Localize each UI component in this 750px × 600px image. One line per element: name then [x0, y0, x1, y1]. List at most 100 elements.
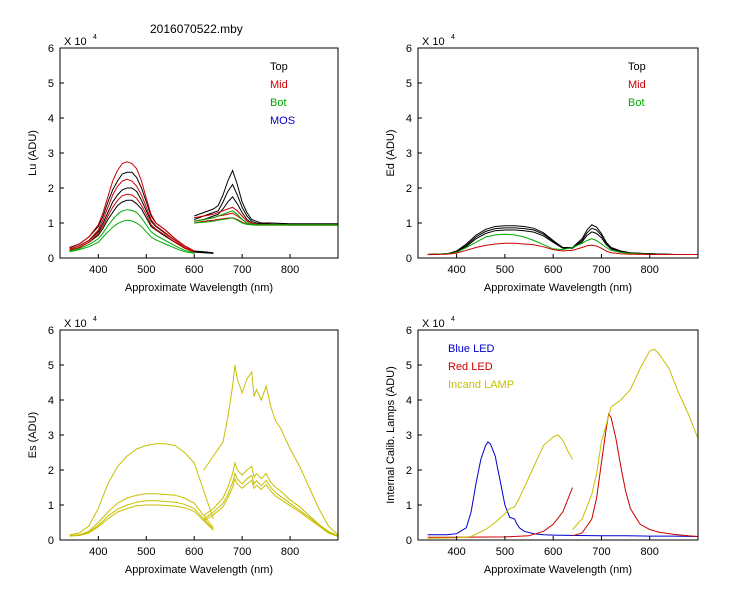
series-line-top: [194, 169, 338, 225]
axis-multiplier-exponent: 4: [93, 34, 97, 41]
legend-entry-mos: MOS: [270, 115, 295, 127]
series-line-incand-lamp: [572, 348, 698, 530]
y-tick-label: 0: [48, 535, 54, 547]
x-tick-label: 400: [89, 264, 107, 276]
series-line-es-4: [203, 477, 338, 537]
y-tick-label: 1: [406, 500, 412, 512]
y-tick-label: 1: [406, 218, 412, 230]
x-tick-label: 400: [447, 264, 465, 276]
x-tick-label: 400: [89, 546, 107, 558]
axis-multiplier-exponent: 4: [93, 316, 97, 323]
y-tick-label: 1: [48, 218, 54, 230]
series-line-bot: [194, 217, 338, 226]
series-line-top: [427, 229, 698, 255]
series-line-mid: [194, 206, 338, 226]
y-tick-label: 6: [48, 43, 54, 55]
legend-entry-bot: Bot: [270, 97, 287, 109]
x-axis-label: Approximate Wavelength (nm): [125, 564, 273, 576]
x-tick-label: 600: [544, 264, 562, 276]
chart-panel-bottom-right: 400 500 600 700 800 0 1 2 3 4 5 6 X 10 4 Approximate W…: [385, 316, 699, 576]
series-group: [427, 348, 698, 539]
y-tick-label: 1: [48, 500, 54, 512]
series-group: [69, 364, 338, 537]
axis-multiplier: X 10: [422, 36, 445, 48]
y-tick-label: 5: [48, 78, 54, 90]
y-tick-label: 6: [406, 43, 412, 55]
y-axis-label: Lu (ADU): [27, 130, 39, 176]
y-tick-label: 4: [406, 113, 412, 125]
x-tick-label: 700: [592, 546, 610, 558]
x-tick-label: 700: [592, 264, 610, 276]
x-tick-label: 700: [233, 546, 251, 558]
axis-multiplier-exponent: 4: [451, 34, 455, 41]
x-axis-label: Approximate Wavelength (nm): [484, 282, 632, 294]
x-tick-label: 400: [447, 546, 465, 558]
y-tick-label: 6: [406, 325, 412, 337]
axis-multiplier: X 10: [64, 318, 87, 330]
series-line-es-3: [203, 472, 338, 537]
figure-title: 2016070522.mby: [150, 22, 243, 36]
y-tick-label: 5: [406, 78, 412, 90]
chart-panel-top-right: 400 500 600 700 800 0 1 2 3 4 5 6 X 10 4 Approximate W…: [385, 34, 699, 294]
legend-entry-red-led: Red LED: [448, 361, 493, 373]
series-line-es-2: [203, 461, 338, 537]
x-tick-label: 800: [641, 264, 659, 276]
x-axis-label: Approximate Wavelength (nm): [484, 564, 632, 576]
legend-entry-top: Top: [628, 61, 646, 73]
series-line-red-led: [427, 487, 573, 538]
legend-entry-bot: Bot: [628, 97, 645, 109]
y-tick-label: 6: [48, 325, 54, 337]
legend-entry-mid: Mid: [628, 79, 646, 91]
axis-multiplier-exponent: 4: [451, 316, 455, 323]
x-tick-label: 700: [233, 264, 251, 276]
y-tick-label: 2: [406, 183, 412, 195]
legend-entry-mid: Mid: [270, 79, 288, 91]
x-tick-label: 600: [544, 546, 562, 558]
chart-panel-bottom-left: 400 500 600 700 800 0 1 2 3 4 5 6 X 10 4 Approximate W…: [27, 316, 339, 576]
series-line-blue-led: [427, 441, 698, 537]
series-line-bot: [69, 209, 195, 254]
x-tick-label: 800: [641, 546, 659, 558]
x-tick-label: 800: [281, 546, 299, 558]
y-tick-label: 5: [48, 360, 54, 372]
y-axis-label: Es (ADU): [27, 412, 39, 458]
series-group: [69, 161, 338, 254]
series-line-mid: [427, 242, 698, 255]
y-tick-label: 0: [406, 535, 412, 547]
series-line-bot: [69, 219, 195, 254]
legend-entry-incand-lamp: Incand LAMP: [448, 379, 514, 391]
y-tick-label: 3: [48, 148, 54, 160]
chart-panel-top-left: 400 500 600 700 800 0 1 2 3 4 5 6 X 10 4 Approximate W…: [27, 34, 339, 294]
y-tick-label: 3: [48, 430, 54, 442]
y-tick-label: 3: [406, 148, 412, 160]
y-tick-label: 2: [48, 183, 54, 195]
x-tick-label: 500: [137, 264, 155, 276]
legend-entry-top: Top: [270, 61, 288, 73]
x-tick-label: 600: [185, 546, 203, 558]
series-group: [427, 224, 698, 255]
y-tick-label: 0: [406, 253, 412, 265]
y-axis-label: Internal Calib. Lamps (ADU): [385, 366, 397, 504]
x-tick-label: 500: [496, 264, 514, 276]
series-line-es-1: [69, 443, 214, 536]
series-line-es-1: [203, 364, 338, 536]
legend-entry-blue-led: Blue LED: [448, 343, 495, 355]
plot-frame: [417, 47, 699, 259]
y-tick-label: 4: [406, 395, 412, 407]
x-tick-label: 600: [185, 264, 203, 276]
series-line-es-2: [69, 493, 214, 537]
axis-multiplier: X 10: [64, 36, 87, 48]
y-tick-label: 5: [406, 360, 412, 372]
y-tick-label: 0: [48, 253, 54, 265]
y-tick-label: 4: [48, 395, 54, 407]
series-line-es-3: [69, 500, 214, 537]
plot-frame: [59, 329, 339, 541]
series-line-top: [194, 183, 338, 225]
series-line-bot: [427, 233, 698, 255]
series-line-es-4: [69, 504, 214, 537]
series-line-mid: [69, 193, 195, 253]
y-tick-label: 2: [406, 465, 412, 477]
series-line-incand-lamp: [427, 434, 573, 539]
